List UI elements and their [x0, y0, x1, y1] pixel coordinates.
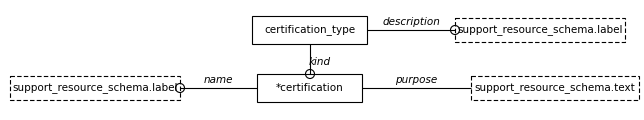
Text: support_resource_schema.label: support_resource_schema.label	[12, 83, 178, 93]
FancyBboxPatch shape	[258, 74, 363, 102]
Text: name: name	[204, 75, 232, 85]
Text: purpose: purpose	[395, 75, 437, 85]
Text: support_resource_schema.label: support_resource_schema.label	[457, 25, 623, 35]
FancyBboxPatch shape	[252, 16, 368, 44]
Text: certification_type: certification_type	[265, 25, 355, 35]
Text: *certification: *certification	[276, 83, 344, 93]
Text: description: description	[382, 17, 440, 27]
Text: kind: kind	[309, 57, 331, 67]
FancyBboxPatch shape	[471, 76, 639, 100]
FancyBboxPatch shape	[455, 18, 625, 42]
FancyBboxPatch shape	[10, 76, 180, 100]
Text: support_resource_schema.text: support_resource_schema.text	[475, 83, 636, 93]
